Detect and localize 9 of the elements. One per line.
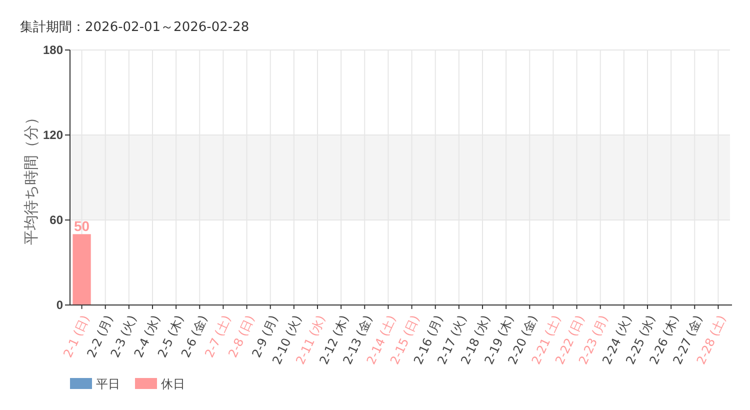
y-tick-label: 120 — [42, 128, 64, 142]
y-tick-label: 60 — [50, 213, 64, 228]
y-axis-title: 平均待ち時間（分） — [22, 110, 40, 245]
chart-title: 集計期間：2026-02-01～2026-02-28 — [20, 20, 250, 35]
legend-label: 平日 — [96, 377, 120, 392]
y-tick-label: 180 — [42, 43, 64, 58]
legend-label: 休日 — [161, 377, 185, 392]
data-label: 50 — [74, 218, 90, 234]
y-tick-label: 0 — [56, 298, 64, 312]
